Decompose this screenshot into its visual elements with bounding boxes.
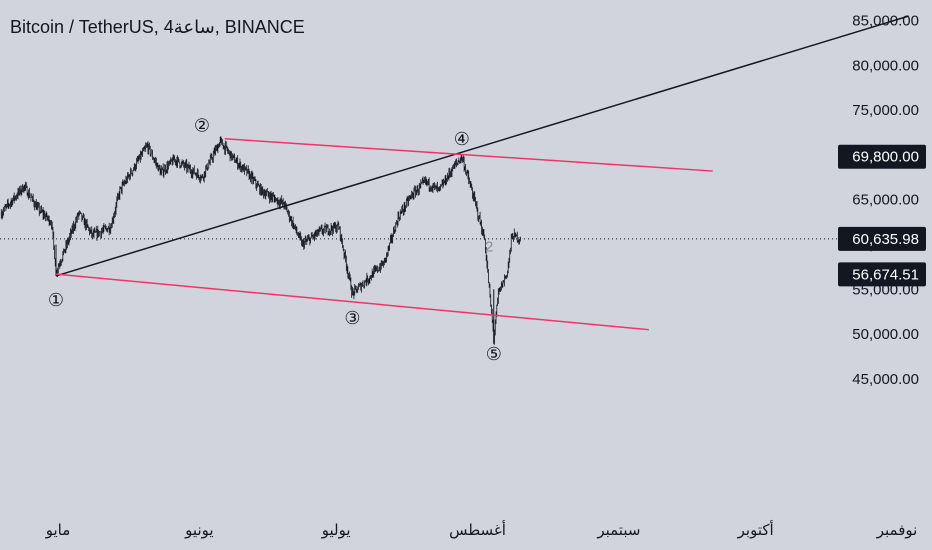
y-tick-label: 45,000.00 bbox=[852, 371, 919, 388]
x-tick-label: سبتمبر bbox=[596, 522, 640, 539]
x-tick-label: يوليو bbox=[321, 522, 351, 539]
price-series bbox=[0, 136, 521, 345]
x-tick-label: أكتوبر bbox=[737, 520, 774, 539]
drawing-lines bbox=[55, 15, 909, 331]
wave-sub-label: 2 bbox=[485, 238, 493, 255]
wave-label: ③ bbox=[344, 308, 360, 329]
y-tick-label: 75,000.00 bbox=[852, 102, 919, 119]
channel-upper bbox=[224, 138, 713, 172]
x-tick-label: أغسطس bbox=[449, 520, 506, 539]
wave-label: ② bbox=[194, 115, 210, 136]
price-tag-label: 60,635.98 bbox=[852, 231, 919, 248]
y-tick-label: 65,000.00 bbox=[852, 192, 919, 209]
x-tick-label: يونيو bbox=[184, 522, 213, 539]
x-axis[interactable]: مايو يونيو يوليو أغسطس سبتمبر أكتوبر نوفمبر bbox=[45, 520, 918, 539]
wave-label: ① bbox=[48, 290, 64, 311]
y-tick-label: 80,000.00 bbox=[852, 57, 919, 74]
wave-labels: ① ② ③ ④ ⑤ 2 bbox=[48, 115, 502, 365]
y-tick-label: 50,000.00 bbox=[852, 326, 919, 343]
y-tick-label: 85,000.00 bbox=[852, 13, 919, 30]
price-tags: 69,800.00 60,635.98 56,674.51 bbox=[838, 144, 926, 287]
x-tick-label: نوفمبر bbox=[876, 522, 918, 539]
x-tick-label: مايو bbox=[45, 522, 71, 539]
wave-label: ⑤ bbox=[486, 344, 502, 365]
channel-lower bbox=[55, 273, 649, 331]
chart-title: Bitcoin / TetherUS, 4ساعة, BINANCE bbox=[10, 17, 305, 37]
price-tag-label: 56,674.51 bbox=[852, 266, 919, 283]
price-tag-box bbox=[838, 226, 926, 251]
price-tag-box bbox=[838, 144, 926, 169]
wave-label: ④ bbox=[454, 129, 470, 150]
price-tag-box bbox=[838, 262, 926, 287]
trend-line bbox=[55, 15, 909, 277]
price-tag-label: 69,800.00 bbox=[852, 149, 919, 166]
y-axis[interactable]: 45,000.0050,000.0055,000.0060,000.0065,0… bbox=[852, 13, 919, 388]
